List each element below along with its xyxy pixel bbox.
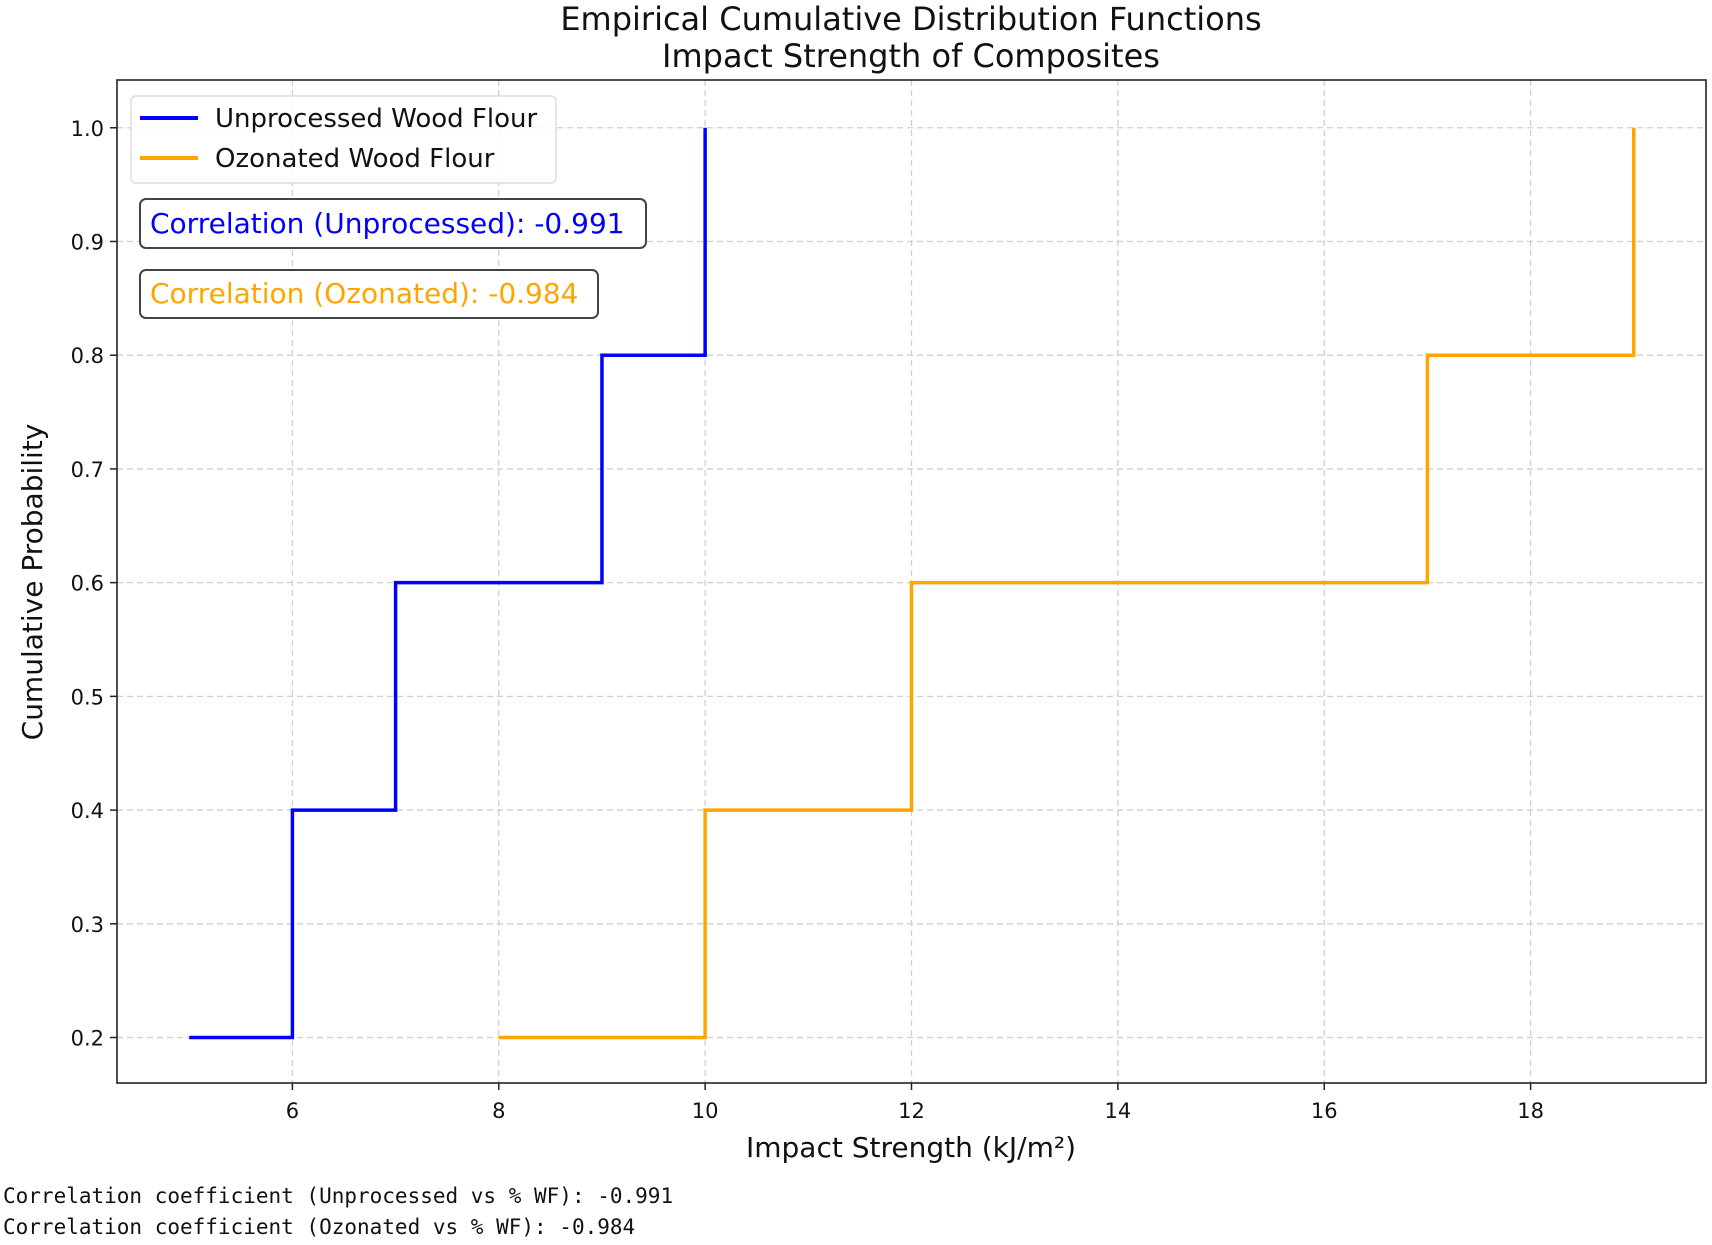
annotation-ozonated: Correlation (Ozonated): -0.984 (139, 269, 599, 319)
x-axis-label: Impact Strength (kJ/m²) (746, 1131, 1076, 1164)
x-tick-label: 8 (492, 1099, 505, 1123)
y-tick-label: 1.0 (71, 117, 104, 141)
y-tick-label: 0.5 (71, 685, 104, 709)
y-tick-label: 0.6 (71, 572, 104, 596)
y-tick-label: 0.8 (71, 344, 104, 368)
y-tick-label: 0.9 (71, 230, 104, 254)
annotation-ozonated-text: Correlation (Ozonated): -0.984 (150, 277, 579, 310)
y-axis-label: Cumulative Probability (16, 424, 49, 741)
console-line-ozonated: Correlation coefficient (Ozonated vs % W… (3, 1215, 636, 1239)
legend-label-ozonated: Ozonated Wood Flour (215, 144, 495, 174)
chart-subtitle: Impact Strength of Composites (662, 37, 1160, 75)
y-tick-label: 0.4 (71, 799, 104, 823)
series-lines (189, 127, 1636, 1040)
ecdf-line-ozonated (498, 127, 1636, 1040)
annotation-unprocessed-text: Correlation (Unprocessed): -0.991 (150, 207, 625, 240)
annotation-unprocessed: Correlation (Unprocessed): -0.991 (139, 198, 647, 249)
y-tick-label: 0.3 (71, 913, 104, 937)
chart-title: Empirical Cumulative Distribution Functi… (560, 0, 1261, 38)
legend-label-unprocessed: Unprocessed Wood Flour (215, 104, 538, 134)
legend: Unprocessed Wood Flour Ozonated Wood Flo… (130, 95, 557, 184)
x-tick-label: 6 (286, 1099, 299, 1123)
x-tick-label: 14 (1104, 1099, 1131, 1123)
y-tick-label: 0.2 (71, 1027, 104, 1051)
ecdf-line-unprocessed (189, 127, 707, 1040)
x-tick-label: 18 (1517, 1099, 1544, 1123)
x-tick-label: 10 (692, 1099, 719, 1123)
ticks: 6 8 10 12 14 16 18 0.2 0.3 0.4 0.5 0.6 0.7 0.8 0.9 1.0 (71, 117, 1544, 1123)
console-line-unprocessed: Correlation coefficient (Unprocessed vs … (3, 1184, 674, 1208)
legend-box (130, 95, 557, 184)
y-tick-label: 0.7 (71, 458, 104, 482)
x-tick-label: 16 (1311, 1099, 1338, 1123)
x-tick-label: 12 (898, 1099, 925, 1123)
